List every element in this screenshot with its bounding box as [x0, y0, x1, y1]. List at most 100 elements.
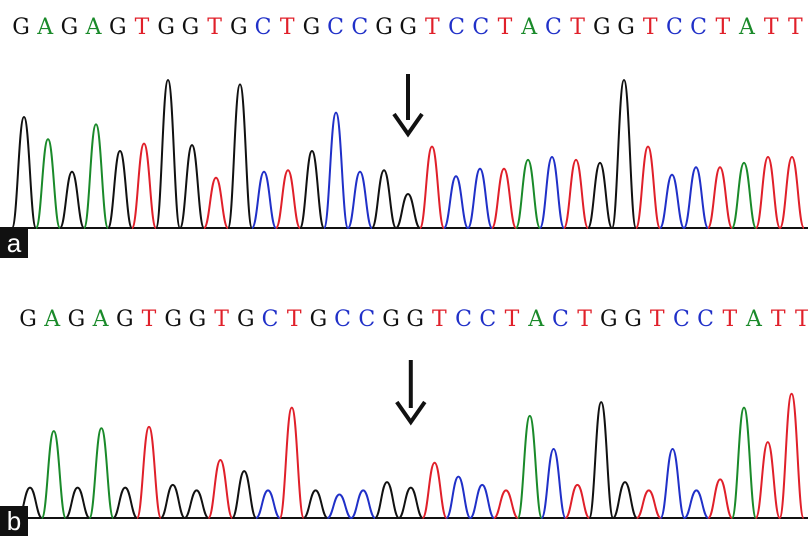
- base-letter-b-19: C: [479, 307, 496, 332]
- peak-a-19: [467, 167, 493, 229]
- base-letter-a-14: C: [351, 15, 368, 40]
- peak-a-22: [539, 155, 565, 229]
- peak-a-31: [755, 155, 781, 229]
- peak-a-29: [707, 166, 733, 229]
- base-letter-b-12: G: [310, 307, 328, 332]
- peak-a-7: [179, 144, 205, 229]
- base-letter-b-6: G: [164, 307, 182, 332]
- base-letter-a-5: T: [135, 15, 150, 40]
- base-letter-b-27: C: [673, 307, 690, 332]
- peak-a-3: [83, 123, 109, 229]
- base-letter-a-15: G: [375, 15, 393, 40]
- base-letter-b-16: G: [406, 307, 424, 332]
- base-letter-b-20: T: [505, 307, 520, 332]
- peak-b-28: [683, 489, 709, 519]
- peak-b-7: [184, 489, 210, 519]
- mutation-arrow-b: [395, 360, 427, 426]
- base-letter-b-8: T: [214, 307, 229, 332]
- base-letter-a-28: C: [690, 15, 707, 40]
- base-letter-a-27: C: [666, 15, 683, 40]
- peak-b-31: [754, 441, 781, 519]
- base-letter-b-5: T: [142, 307, 157, 332]
- mutation-arrow-a: [392, 74, 424, 138]
- peak-b-32: [778, 392, 805, 519]
- base-letter-b-29: T: [722, 307, 737, 332]
- base-letter-a-8: T: [207, 15, 222, 40]
- base-letter-b-2: G: [68, 307, 86, 332]
- base-letter-a-2: G: [61, 15, 79, 40]
- peak-a-20: [491, 167, 517, 229]
- base-letter-a-19: C: [472, 15, 489, 40]
- peak-a-0: [11, 115, 37, 229]
- peak-b-19: [469, 483, 496, 519]
- peak-b-22: [540, 447, 567, 519]
- peak-b-17: [421, 461, 448, 519]
- peak-a-12: [299, 149, 325, 229]
- peak-b-14: [350, 489, 376, 519]
- peak-b-18: [445, 475, 472, 519]
- peak-b-30: [731, 406, 757, 519]
- peak-a-9: [227, 83, 253, 229]
- base-letter-a-1: A: [36, 15, 54, 40]
- peak-a-26: [635, 145, 661, 229]
- peak-b-16: [398, 486, 424, 519]
- peak-b-1: [40, 430, 67, 519]
- peak-a-10: [251, 170, 277, 229]
- peak-a-6: [155, 78, 181, 229]
- peak-b-23: [564, 483, 591, 519]
- base-letter-b-26: T: [650, 307, 665, 332]
- peak-b-10: [255, 489, 281, 519]
- peak-b-2: [65, 486, 91, 519]
- peak-a-27: [659, 173, 685, 229]
- peak-b-5: [136, 425, 162, 519]
- panel-divider: [0, 258, 808, 272]
- base-letter-a-24: G: [593, 15, 611, 40]
- base-letter-b-3: A: [92, 307, 110, 332]
- base-letter-a-10: C: [255, 15, 272, 40]
- base-letter-a-25: G: [617, 15, 635, 40]
- peak-b-25: [612, 481, 638, 519]
- base-letter-b-7: G: [189, 307, 207, 332]
- peak-a-13: [323, 111, 349, 229]
- base-letter-a-7: G: [182, 15, 200, 40]
- peak-a-1: [35, 138, 61, 229]
- base-letter-b-25: G: [624, 307, 642, 332]
- peak-b-3: [88, 427, 115, 519]
- peak-a-17: [419, 145, 445, 229]
- base-letter-a-18: C: [448, 15, 465, 40]
- peak-b-24: [588, 401, 615, 519]
- base-letter-b-23: T: [577, 307, 592, 332]
- base-letter-a-12: G: [303, 15, 321, 40]
- base-letter-a-30: A: [738, 15, 756, 40]
- peak-a-24: [587, 161, 613, 229]
- base-letter-a-3: A: [85, 15, 103, 40]
- base-letter-b-31: T: [771, 307, 786, 332]
- base-letter-a-0: G: [12, 15, 30, 40]
- peak-b-15: [374, 481, 400, 519]
- peak-a-28: [683, 166, 709, 229]
- base-letter-b-14: C: [358, 307, 375, 332]
- base-letter-b-17: T: [432, 307, 447, 332]
- peak-a-14: [347, 170, 373, 229]
- peak-b-12: [303, 489, 329, 519]
- base-letter-a-21: A: [520, 15, 538, 40]
- base-letter-a-17: T: [425, 15, 440, 40]
- base-letter-a-26: T: [643, 15, 658, 40]
- peak-b-29: [707, 478, 734, 519]
- base-letter-a-9: G: [230, 15, 248, 40]
- base-letter-b-22: C: [552, 307, 569, 332]
- base-letter-a-6: G: [157, 15, 175, 40]
- peak-a-32: [779, 155, 805, 229]
- base-letter-b-15: G: [382, 307, 400, 332]
- base-letter-a-4: G: [109, 15, 127, 40]
- base-letter-b-21: A: [527, 307, 545, 332]
- base-letter-a-13: C: [327, 15, 344, 40]
- base-letter-a-11: T: [280, 15, 295, 40]
- peak-b-21: [516, 414, 543, 519]
- peak-a-25: [611, 78, 637, 229]
- peak-a-18: [443, 175, 469, 229]
- base-letter-a-29: T: [715, 15, 730, 40]
